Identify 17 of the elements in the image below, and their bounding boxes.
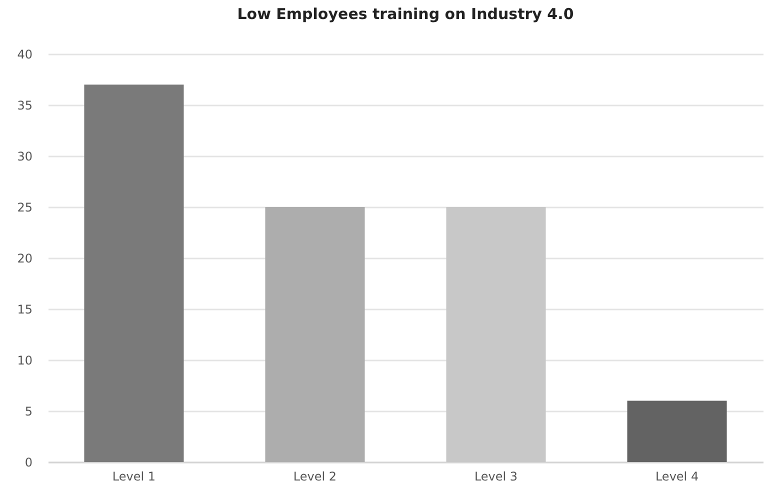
chart-title: Low Employees training on Industry 4.0 (237, 5, 574, 23)
y-tick-label: 25 (17, 200, 32, 214)
x-tick-label: Level 1 (112, 470, 156, 484)
x-tick-label: Level 4 (655, 470, 699, 484)
y-tick-label: 15 (17, 302, 32, 316)
y-tick-label: 10 (17, 354, 32, 368)
y-tick-label: 20 (17, 252, 32, 266)
y-tick-label: 35 (17, 98, 32, 112)
x-tick-label: Level 2 (293, 470, 337, 484)
y-tick-label: 5 (24, 404, 32, 418)
y-tick-label: 40 (17, 48, 32, 62)
y-tick-label: 0 (24, 456, 32, 470)
bar (265, 207, 365, 462)
x-tick-label: Level 3 (474, 470, 518, 484)
bar (627, 400, 727, 462)
y-tick-label: 30 (17, 150, 32, 164)
bar (84, 84, 184, 462)
